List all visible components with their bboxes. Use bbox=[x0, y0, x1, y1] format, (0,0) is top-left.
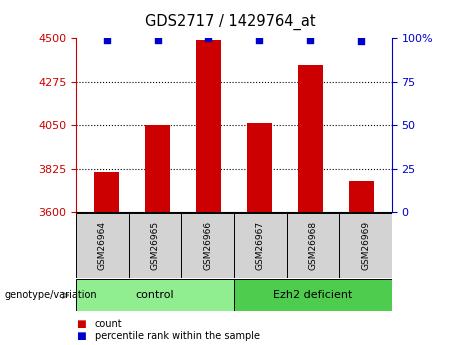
Text: GSM26964: GSM26964 bbox=[98, 221, 107, 270]
Bar bbox=[298, 65, 323, 212]
Point bbox=[103, 37, 110, 42]
Text: count: count bbox=[95, 319, 122, 328]
Bar bbox=[247, 123, 272, 212]
Point bbox=[256, 37, 263, 42]
Point bbox=[307, 37, 314, 42]
Bar bbox=[94, 171, 119, 212]
Bar bbox=[234, 279, 392, 310]
Text: GSM26967: GSM26967 bbox=[256, 221, 265, 270]
Text: GSM26966: GSM26966 bbox=[203, 221, 212, 270]
Point bbox=[154, 37, 161, 42]
Bar bbox=[287, 213, 339, 278]
Text: ■: ■ bbox=[76, 332, 86, 341]
Bar bbox=[349, 181, 374, 212]
Bar bbox=[76, 279, 234, 310]
Bar bbox=[181, 213, 234, 278]
Text: GSM26968: GSM26968 bbox=[308, 221, 318, 270]
Bar bbox=[196, 40, 221, 212]
Bar bbox=[339, 213, 392, 278]
Bar bbox=[234, 213, 287, 278]
Text: percentile rank within the sample: percentile rank within the sample bbox=[95, 332, 260, 341]
Text: genotype/variation: genotype/variation bbox=[5, 290, 97, 300]
Point bbox=[358, 39, 365, 44]
Point bbox=[205, 35, 212, 41]
Bar bbox=[129, 213, 181, 278]
Text: Ezh2 deficient: Ezh2 deficient bbox=[273, 290, 353, 299]
Text: GSM26969: GSM26969 bbox=[361, 221, 370, 270]
Bar bbox=[76, 213, 129, 278]
Bar bbox=[145, 125, 170, 212]
Text: control: control bbox=[136, 290, 174, 299]
Text: GSM26965: GSM26965 bbox=[150, 221, 160, 270]
Text: ■: ■ bbox=[76, 319, 86, 328]
Text: GDS2717 / 1429764_at: GDS2717 / 1429764_at bbox=[145, 14, 316, 30]
